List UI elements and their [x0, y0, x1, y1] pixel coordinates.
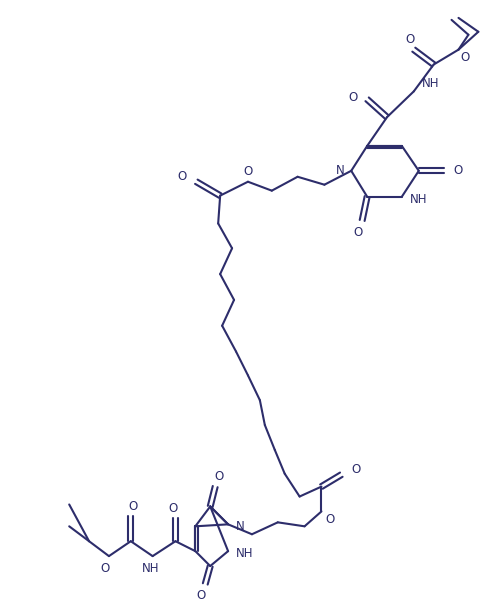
Text: O: O	[196, 589, 206, 602]
Text: NH: NH	[409, 193, 426, 206]
Text: O: O	[325, 513, 334, 526]
Text: NH: NH	[421, 77, 439, 90]
Text: N: N	[236, 520, 244, 533]
Text: O: O	[177, 170, 186, 183]
Text: O: O	[353, 226, 362, 239]
Text: O: O	[168, 502, 178, 515]
Text: O: O	[347, 91, 356, 104]
Text: N: N	[335, 164, 344, 177]
Text: O: O	[453, 164, 462, 177]
Text: NH: NH	[142, 561, 159, 575]
Text: NH: NH	[236, 547, 253, 560]
Text: O: O	[459, 51, 469, 64]
Text: O: O	[243, 165, 252, 178]
Text: O: O	[214, 470, 223, 483]
Text: O: O	[404, 33, 414, 46]
Text: O: O	[350, 463, 360, 476]
Text: O: O	[100, 561, 109, 575]
Text: O: O	[128, 500, 137, 513]
